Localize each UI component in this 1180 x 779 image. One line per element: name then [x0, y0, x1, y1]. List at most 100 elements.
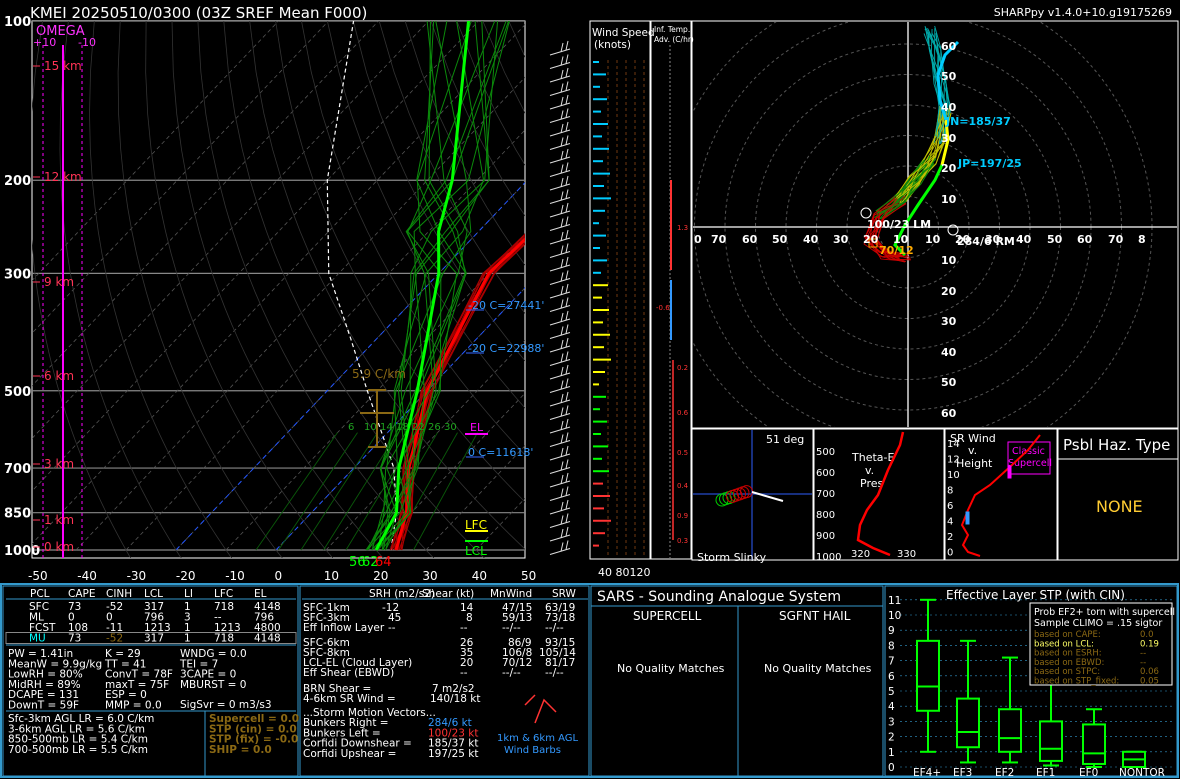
- barb-flag: [565, 54, 569, 64]
- skewt-content: [32, 21, 525, 558]
- pressure-label: 850: [4, 507, 31, 522]
- thetae-pres: 900: [816, 531, 835, 542]
- wind-barb: [549, 351, 571, 366]
- isotherm: [375, 392, 525, 551]
- barb-flag: [560, 245, 564, 255]
- kin-label: SFC-8km: [303, 647, 350, 659]
- barb-shaft: [549, 156, 571, 164]
- barb-flag: [560, 501, 564, 512]
- stp-y-label: 10: [888, 610, 901, 622]
- hodo-member: [880, 155, 931, 219]
- parcel-header: LI: [184, 588, 193, 600]
- barb-shaft: [549, 237, 571, 245]
- wind-barb: [549, 405, 571, 420]
- legend-row: based on ESRH:: [1034, 649, 1102, 659]
- motion-label: Bunkers Left =: [303, 727, 381, 739]
- parcel-cell: 73: [68, 633, 81, 645]
- barb-flag: [560, 285, 564, 296]
- stp-box: [1082, 723, 1106, 765]
- dry-adiabat: [378, 21, 525, 314]
- sars-title: SARS - Sounding Analogue System: [597, 589, 841, 605]
- barb-flag: [565, 486, 569, 496]
- barb-flag: [560, 204, 564, 215]
- temp-axis-label: -20: [176, 569, 196, 583]
- thermo-index: MMP = 0.0: [105, 700, 162, 712]
- barb-shaft: [549, 264, 571, 272]
- barb-shaft: [549, 251, 571, 258]
- hodo-y-label: 10: [941, 254, 957, 267]
- stp-category: EF1: [1036, 767, 1055, 779]
- dry-adiabat: [482, 21, 525, 114]
- wind-barb: [549, 297, 571, 312]
- barb-flag: [565, 418, 569, 429]
- parcel-header: EL: [254, 588, 267, 600]
- hodo-member: [876, 163, 935, 213]
- hodo-y-label: 50: [941, 70, 957, 83]
- barb-flag: [565, 189, 569, 199]
- barb-flag: [565, 175, 569, 186]
- isotherm: [32, 21, 329, 334]
- barb-flag: [560, 299, 564, 309]
- sigsvr: SigSvr = 0 m3/s3: [180, 699, 272, 711]
- thetae-pres: 800: [816, 510, 835, 521]
- barb-shaft: [549, 318, 571, 326]
- barb-flag: [560, 420, 564, 431]
- kin-value: 73/18: [545, 612, 575, 624]
- hodo-x-label: 20: [863, 233, 879, 246]
- height-label: 0 km: [44, 540, 74, 554]
- kin-value: --/--: [502, 622, 521, 634]
- barb-flag: [560, 191, 564, 201]
- barb-flag: [565, 40, 569, 51]
- barb-flag: [560, 542, 564, 552]
- isotherm: [75, 76, 525, 551]
- stp-y-label: 9: [888, 625, 895, 637]
- wind-barb: [549, 108, 571, 123]
- temp-adv-value: 0.6: [677, 409, 689, 417]
- parcel-cell: 73: [68, 601, 81, 613]
- wind-barb: [549, 54, 571, 69]
- barb-shaft: [549, 548, 571, 555]
- kin-value: --/--: [545, 667, 564, 679]
- barb-flag: [560, 164, 564, 174]
- legend-value: 0.06: [1140, 667, 1159, 677]
- srwind-title: SR Wind: [950, 432, 996, 445]
- dew-member: [371, 21, 499, 551]
- barb-shaft: [549, 521, 571, 528]
- kin-value: 105/14: [539, 647, 576, 659]
- hodo-y-label: 30: [941, 132, 957, 145]
- legend-title: Prob EF2+ torn with supercell: [1034, 607, 1175, 618]
- kin-label: SFC-1km: [303, 602, 350, 614]
- stp-box: [1039, 720, 1063, 762]
- parcel-cell: 796: [144, 612, 164, 624]
- composite-index: SHIP = 0.0: [209, 744, 272, 756]
- stp-y-label: 8: [888, 640, 895, 652]
- hodo-y-label: 60: [941, 40, 957, 53]
- sars-supercell: SUPERCELL: [633, 609, 702, 623]
- thermo-index: 3CAPE = 0: [180, 669, 236, 681]
- legend-value: --: [1140, 658, 1146, 668]
- stp-y-label: 3: [888, 716, 895, 728]
- parcel-cell: 317: [144, 601, 164, 613]
- wind-speed-frame: [589, 20, 651, 560]
- kin-value: 20: [460, 657, 473, 669]
- stp-box: [916, 639, 940, 712]
- barb-flag: [560, 231, 564, 242]
- hodo-member: [875, 197, 903, 258]
- mean-wind-label: 70/12: [879, 244, 914, 257]
- barb-shaft: [549, 494, 571, 501]
- srwind-y: 6: [947, 501, 953, 512]
- pressure-label: 1000: [4, 544, 40, 559]
- dry-adiabat: [223, 21, 485, 558]
- temp-adv-value: 0.4: [677, 482, 689, 490]
- hodo-member: [875, 163, 935, 212]
- hodo-y-label: 60: [941, 407, 957, 420]
- srwind-y: 0: [947, 548, 953, 559]
- temp-member: [389, 235, 525, 551]
- hodo-x-label: 60: [1077, 233, 1093, 246]
- barb-flag: [565, 94, 569, 105]
- barb-flag: [565, 499, 569, 510]
- thetae-pres: 700: [816, 489, 835, 500]
- legend-row: based on EBWD:: [1034, 658, 1104, 668]
- dew-member: [371, 21, 472, 551]
- hodo-x-label: 60: [742, 233, 758, 246]
